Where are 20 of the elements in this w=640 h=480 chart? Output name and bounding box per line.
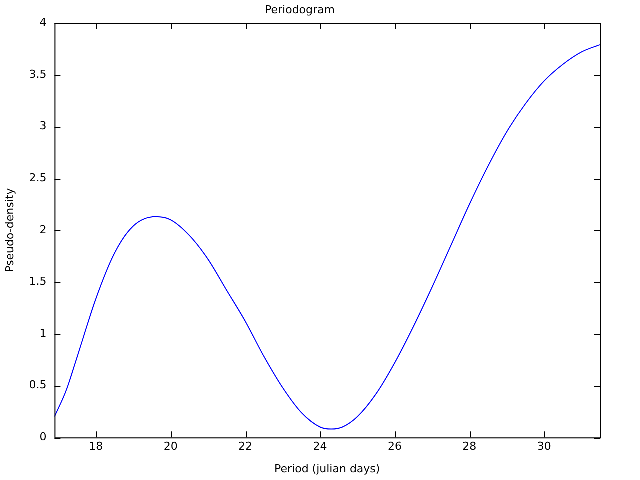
y-tick-label: 0.5	[29, 378, 47, 392]
x-axis-title: Period (julian days)	[274, 462, 380, 476]
line-series	[54, 44, 600, 430]
y-tick-label: 1.5	[29, 275, 47, 288]
y-tick-label: 4	[40, 16, 47, 30]
x-tick-label: 18	[89, 440, 104, 454]
x-tick-label: 20	[164, 440, 178, 454]
y-axis-title: Pseudo-density	[3, 188, 16, 272]
x-tick-label: 30	[537, 440, 552, 454]
y-tick-label: 0	[40, 430, 47, 444]
x-tick-label: 28	[462, 440, 477, 454]
x-tick-label: 22	[238, 440, 253, 454]
y-tick-label: 3.5	[29, 68, 47, 81]
y-tick-label: 3	[40, 120, 47, 133]
chart-title: Periodogram	[265, 3, 335, 16]
y-tick-label: 1	[40, 326, 47, 340]
x-tick-label: 24	[313, 440, 328, 454]
y-tick-label: 2	[40, 223, 47, 236]
y-tick-label: 2.5	[29, 171, 47, 184]
x-tick-label: 26	[388, 440, 402, 454]
